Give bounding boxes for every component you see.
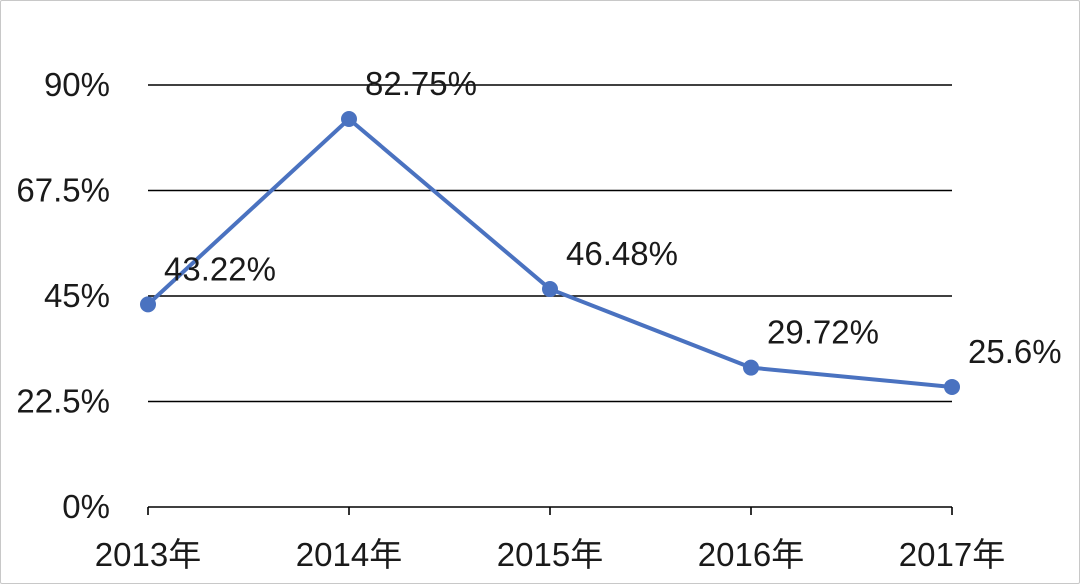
gridlines [148,84,952,403]
x-tick-label: 2017年 [899,536,1005,573]
data-label: 25.6% [968,333,1062,370]
y-tick-label: 67.5% [16,172,110,209]
x-tick-label: 2015年 [497,536,603,573]
data-label: 82.75% [365,65,477,102]
x-tick-label: 2014年 [296,536,402,573]
data-point [140,296,156,313]
x-axis [147,506,953,515]
data-labels: 43.22% 82.75% 46.48% 29.72% 25.6% [164,65,1062,370]
data-point [341,110,357,127]
y-tick-label: 90% [44,66,110,103]
data-label: 46.48% [566,235,678,272]
x-tick-label: 2016年 [698,536,804,573]
data-label: 43.22% [164,250,276,287]
series [140,110,960,395]
data-point [542,281,558,298]
x-axis-ticks: 2013年 2014年 2015年 2016年 2017年 [95,536,1005,573]
y-tick-label: 22.5% [16,383,110,420]
data-point [743,359,759,376]
x-tick-label: 2013年 [95,536,201,573]
data-label: 29.72% [767,314,879,351]
y-axis-ticks: 0% 22.5% 45% 67.5% 90% [16,66,110,525]
y-tick-label: 45% [44,277,110,314]
data-point [944,378,960,395]
y-tick-label: 0% [62,488,110,525]
